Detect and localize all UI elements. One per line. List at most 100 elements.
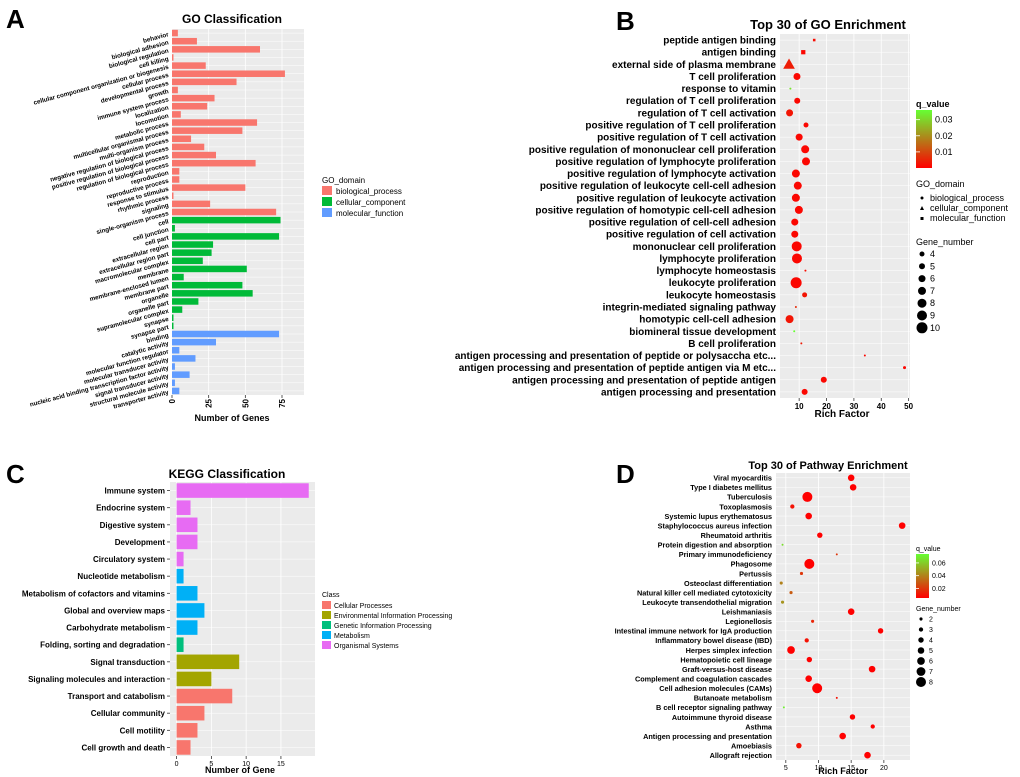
data-point: [780, 600, 785, 604]
legend-tick-label: 0.06: [932, 560, 946, 567]
data-point: [794, 97, 801, 104]
legend-gene-number: Gene_number 2 3 4 5 6 7 8: [916, 606, 961, 687]
bar: [172, 314, 174, 321]
color-gradient-bar: [916, 110, 932, 168]
legend: GO_domain biological_process cellular_co…: [322, 176, 406, 218]
data-point: [794, 306, 797, 308]
data-point: [791, 218, 799, 226]
bar: [176, 705, 205, 721]
chart-title: Top 30 of Pathway Enrichment: [748, 460, 908, 472]
data-point: [794, 205, 803, 214]
y-tick-label: positive regulation of leukocyte activat…: [577, 193, 777, 204]
legend-label: molecular_function: [336, 209, 403, 218]
legend-label: 7: [930, 286, 935, 296]
data-point: [791, 230, 799, 238]
data-point: [811, 619, 815, 623]
data-point: [791, 193, 800, 202]
y-tick-label: Cell growth and death: [81, 743, 165, 752]
legend-size-key: [916, 322, 928, 334]
y-tick-label: Pertussis: [739, 569, 772, 578]
plot-background: [780, 34, 910, 398]
legend-tick-label: 0.01: [935, 147, 953, 157]
data-point: [849, 714, 856, 720]
x-axis-label: Rich Factor: [818, 766, 868, 776]
y-tick-label: leukocyte homeostasis: [666, 290, 776, 301]
legend-title: q_value: [916, 99, 950, 109]
y-tick-label: Phagosome: [731, 560, 772, 569]
chart-title: Top 30 of GO Enrichment: [750, 17, 906, 32]
x-tick-label: 50: [904, 402, 913, 411]
y-tick-label: T cell proliferation: [689, 72, 776, 83]
y-tick-label: antigen binding: [702, 48, 776, 59]
bar: [176, 500, 191, 515]
bar: [172, 216, 281, 224]
x-tick-label: 0: [175, 761, 179, 768]
y-tick-label: Global and overview maps: [64, 606, 165, 615]
data-point: [835, 696, 838, 699]
bar: [172, 298, 199, 305]
bar: [172, 29, 178, 37]
y-tick-label: Complement and coagulation cascades: [635, 674, 772, 683]
data-point: [790, 277, 802, 289]
data-point: [799, 571, 804, 576]
bar: [172, 176, 180, 183]
legend-label: 5: [930, 261, 935, 271]
y-tick-label: positive regulation of lymphocyte prolif…: [555, 157, 776, 168]
data-point: [796, 742, 802, 749]
x-tick-label: 5: [209, 761, 213, 768]
data-point: [791, 253, 802, 264]
panel-d: Top 30 of Pathway Enrichment Viral myoca…: [615, 460, 962, 776]
y-tick-label: Nucleotide metabolism: [77, 572, 165, 581]
bar: [172, 281, 243, 289]
legend-label: 9: [930, 311, 935, 321]
y-tick-label: Herpes simplex infection: [686, 646, 772, 655]
legend-size-key: [916, 667, 926, 676]
y-tick-label: positive regulation of cell activation: [606, 230, 776, 241]
y-tick-label: Natural killer cell mediated cytotoxicit…: [637, 588, 773, 597]
data-point: [804, 638, 809, 643]
legend-size-key: [917, 310, 927, 321]
y-tick-label: Allograft rejection: [710, 751, 772, 760]
bar: [172, 322, 174, 330]
legend-size-key: [917, 657, 925, 665]
x-tick-label: 30: [849, 402, 858, 411]
x-tick-label: 40: [877, 402, 886, 411]
data-point: [877, 628, 884, 634]
bar: [172, 257, 203, 265]
y-tick-label: positive regulation of cell-cell adhesio…: [589, 218, 776, 229]
data-point: [791, 169, 800, 178]
bar: [172, 184, 246, 191]
y-tick-label: Cellular community: [91, 709, 166, 718]
y-tick-label: integrin-mediated signaling pathway: [603, 303, 777, 314]
y-tick-label: antigen processing and presentation of p…: [512, 375, 776, 386]
x-axis-label: Rich Factor: [814, 409, 869, 420]
data-point: [812, 38, 816, 42]
x-axis-label: Number of Genes: [194, 413, 269, 423]
legend-title: Gene_number: [916, 606, 961, 613]
y-tick-label: leukocyte proliferation: [669, 278, 776, 289]
y-tick-label: Signal transduction: [90, 658, 165, 667]
y-tick-label: Signaling molecules and interaction: [28, 675, 165, 684]
y-tick-label: positive regulation of leukocyte cell-ce…: [540, 181, 776, 192]
bar: [172, 103, 208, 110]
data-point: [802, 292, 808, 298]
data-point: [820, 376, 827, 383]
legend-key-square: [920, 217, 924, 220]
legend-label: Environmental Information Processing: [334, 613, 452, 620]
y-tick-label: response to vitamin: [682, 84, 776, 95]
bar: [172, 387, 180, 395]
y-tick-label: cell: [158, 218, 170, 228]
legend-label: 10: [930, 323, 940, 333]
legend-label: 7: [929, 669, 933, 676]
y-tick-label: Antigen processing and presentation: [643, 732, 772, 741]
legend-label: Genetic Information Processing: [334, 623, 432, 630]
y-tick-label: Endocrine system: [96, 504, 165, 513]
x-tick-label: 20: [822, 402, 831, 411]
panel-letter-d: D: [616, 459, 635, 489]
bar: [172, 347, 180, 354]
y-tick-label: Immune system: [105, 487, 165, 496]
bar: [172, 78, 237, 86]
bar: [172, 46, 260, 53]
data-point: [787, 646, 795, 654]
data-point: [801, 388, 808, 395]
